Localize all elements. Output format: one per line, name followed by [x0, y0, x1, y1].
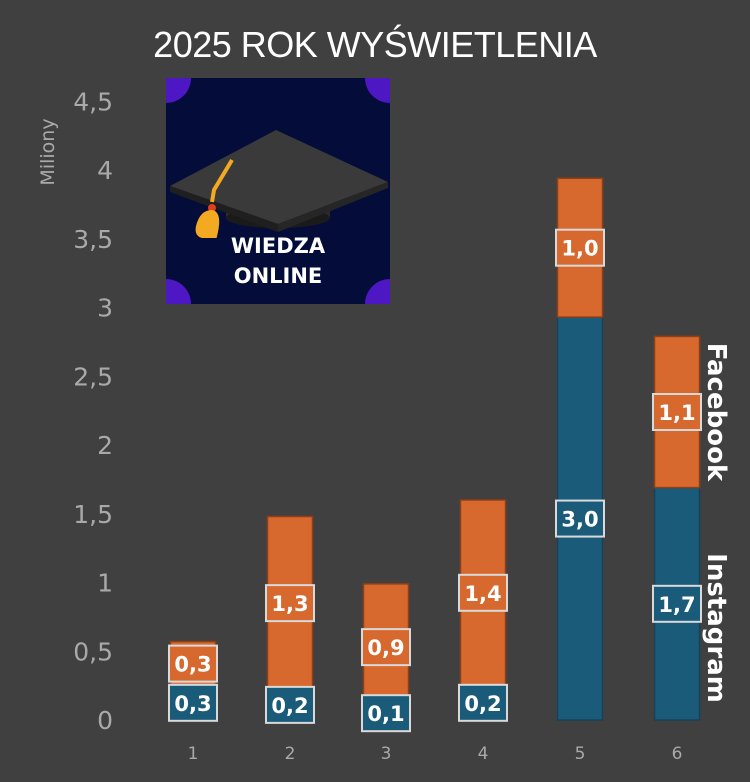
data-label-box: [168, 644, 218, 683]
x-tick-label: 1: [188, 744, 199, 764]
data-label: 3,0: [561, 508, 598, 532]
y-tick-label: 1: [97, 569, 113, 598]
data-label: 0,3: [174, 653, 211, 677]
x-tick-label: 4: [478, 744, 489, 764]
x-tick-label: 5: [575, 744, 586, 764]
data-label: 1,4: [464, 582, 501, 606]
logo-text-line2: ONLINE: [233, 264, 323, 288]
data-label: 0,2: [271, 694, 308, 718]
y-tick-label: 0,5: [73, 637, 113, 666]
y-tick-label: 2: [97, 431, 113, 460]
data-label: 1,7: [658, 593, 695, 617]
data-label-box: [168, 683, 218, 722]
y-tick-label: 2,5: [73, 362, 113, 391]
data-label-box: [555, 228, 605, 267]
data-label-box: [555, 499, 605, 538]
data-label-box: [652, 393, 702, 431]
y-tick-label: 0: [97, 706, 113, 735]
data-label: 0,1: [367, 702, 404, 726]
data-label-box: [361, 694, 411, 733]
series-label-instagram: Instagram: [701, 553, 731, 703]
data-label: 0,2: [464, 692, 501, 716]
x-tick-label: 2: [285, 744, 296, 764]
y-tick-label: 4: [97, 156, 113, 185]
data-label: 1,3: [271, 592, 308, 616]
data-label: 0,3: [174, 692, 211, 716]
data-label: 1,1: [658, 401, 695, 425]
graduation-cap-icon: [170, 130, 388, 238]
y-tick-label: 3,5: [73, 225, 113, 254]
x-tick-label: 6: [672, 744, 683, 764]
data-label-box: [458, 573, 508, 612]
series-label-facebook: Facebook: [701, 342, 731, 482]
x-tick-label: 3: [381, 744, 392, 764]
data-label-box: [265, 584, 315, 623]
data-label: 0,9: [367, 636, 404, 660]
data-label-box: [458, 683, 508, 722]
y-tick-label: 1,5: [73, 500, 113, 529]
logo-text-line1: WIEDZA: [230, 234, 326, 258]
data-label-box: [265, 685, 315, 724]
data-label-box: [652, 584, 702, 623]
chart-title: 2025 ROK WYŚWIETLENIA: [153, 24, 597, 65]
y-tick-label: 3: [97, 294, 113, 323]
data-label: 1,0: [561, 237, 598, 261]
data-label-box: [361, 628, 411, 667]
wiedza-online-logo: WIEDZA ONLINE: [166, 78, 390, 304]
y-tick-label: 4,5: [73, 87, 113, 116]
